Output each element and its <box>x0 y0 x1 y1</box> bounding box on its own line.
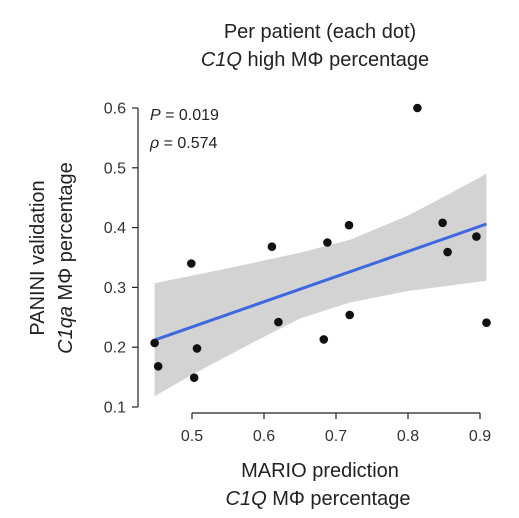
data-point <box>267 242 277 251</box>
data-point <box>323 238 332 247</box>
y-tick-label: 0.4 <box>104 220 126 237</box>
x-tick-label: 0.9 <box>469 428 491 445</box>
x-tick-label: 0.6 <box>253 428 275 445</box>
data-point <box>274 317 283 327</box>
data-point <box>344 220 354 230</box>
y-tick-label: 0.6 <box>104 101 126 118</box>
x-axis-label-line2: C1Q MΦ percentage <box>226 488 411 510</box>
y-axis-label-line1: PANINI validation <box>27 180 49 335</box>
data-point <box>187 259 196 268</box>
y-axis-label-line2: C1qa MΦ percentage <box>55 162 77 354</box>
x-axis-label-line1: MARIO prediction <box>241 460 399 482</box>
confidence-band <box>154 173 487 397</box>
y-tick-label: 0.5 <box>104 160 126 177</box>
chart-title-line1: Per patient (each dot) <box>224 21 416 43</box>
data-point <box>150 338 159 348</box>
y-tick-label: 0.3 <box>104 280 126 297</box>
data-point <box>472 232 481 241</box>
chart-title-line2: C1Q high MΦ percentage <box>201 49 429 71</box>
data-point <box>413 103 422 113</box>
data-point <box>192 344 202 353</box>
y-tick-label: 0.1 <box>104 400 126 417</box>
data-point <box>189 373 199 383</box>
fit-line-layer <box>154 222 487 342</box>
x-tick-label: 0.8 <box>397 428 419 445</box>
p-value-annotation: P = 0.019 <box>150 107 219 124</box>
rho-annotation: ρ = 0.574 <box>149 135 218 152</box>
y-tick-label: 0.2 <box>104 340 126 357</box>
data-point <box>153 362 163 371</box>
x-ticks: 0.5 0.6 0.7 0.8 0.9 <box>181 413 491 445</box>
x-tick-label: 0.7 <box>325 428 347 445</box>
data-point <box>345 310 355 320</box>
data-point <box>443 247 452 257</box>
x-tick-label: 0.5 <box>181 428 203 445</box>
regression-line <box>154 222 487 342</box>
data-point <box>438 218 447 228</box>
y-ticks: 0.1 0.2 0.3 0.4 0.5 0.6 <box>104 101 138 417</box>
data-points-layer <box>150 103 491 383</box>
data-point <box>319 335 329 344</box>
data-point <box>482 318 491 328</box>
confidence-band-layer <box>154 173 487 397</box>
